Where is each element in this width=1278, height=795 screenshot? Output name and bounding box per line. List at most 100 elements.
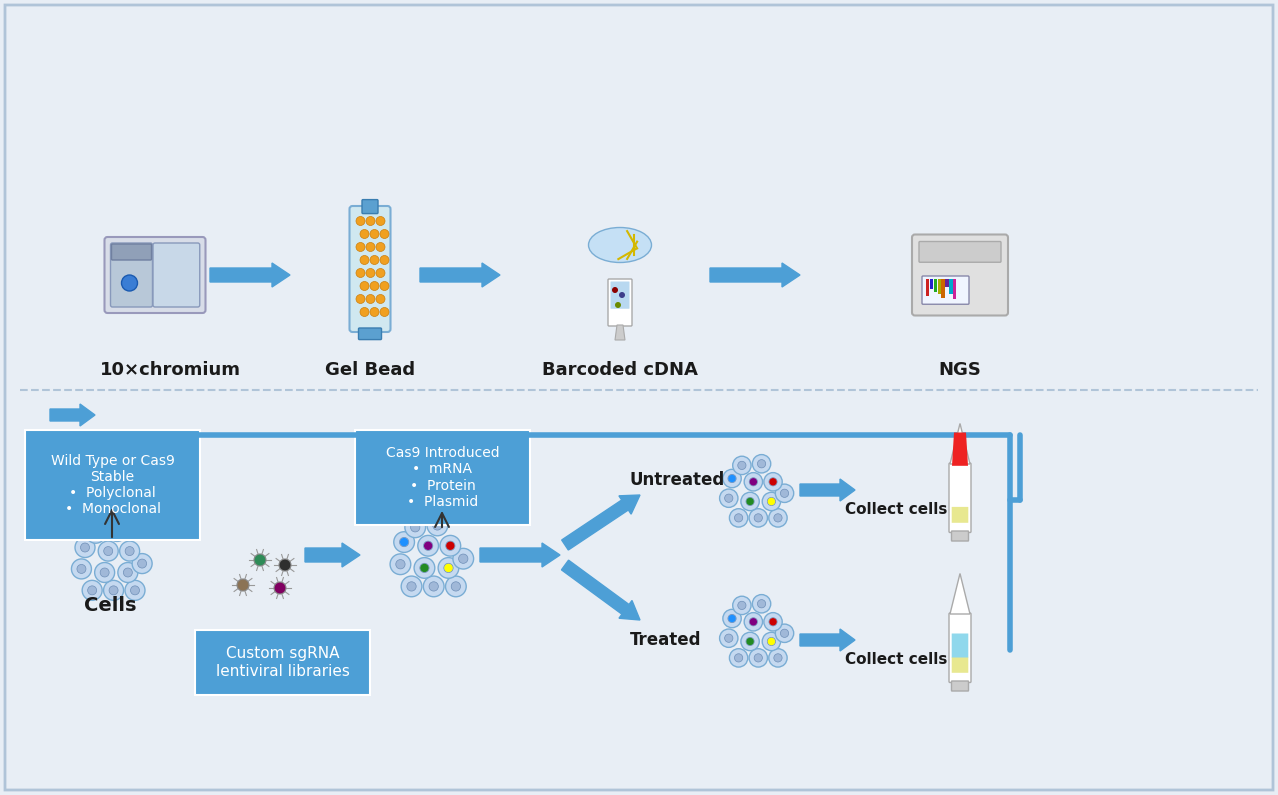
Text: Cells: Cells xyxy=(84,596,137,615)
Circle shape xyxy=(615,302,621,308)
Circle shape xyxy=(254,554,266,566)
Circle shape xyxy=(764,472,782,491)
Circle shape xyxy=(279,559,291,571)
Circle shape xyxy=(376,216,385,226)
Polygon shape xyxy=(950,424,970,464)
FancyBboxPatch shape xyxy=(952,678,967,687)
Circle shape xyxy=(360,281,369,290)
Circle shape xyxy=(619,292,625,298)
Circle shape xyxy=(366,216,374,226)
Circle shape xyxy=(400,538,408,546)
Text: Gel Bead: Gel Bead xyxy=(325,361,415,379)
Circle shape xyxy=(438,557,459,578)
Circle shape xyxy=(459,554,468,564)
Circle shape xyxy=(781,489,789,498)
Circle shape xyxy=(414,557,435,578)
Circle shape xyxy=(746,638,754,646)
Bar xyxy=(950,279,952,294)
Circle shape xyxy=(728,615,736,622)
FancyArrow shape xyxy=(210,263,290,287)
FancyBboxPatch shape xyxy=(608,279,633,326)
Circle shape xyxy=(124,568,133,577)
FancyBboxPatch shape xyxy=(349,206,391,332)
FancyBboxPatch shape xyxy=(952,657,969,673)
FancyBboxPatch shape xyxy=(611,281,630,308)
Circle shape xyxy=(754,514,763,522)
Circle shape xyxy=(749,509,768,527)
Circle shape xyxy=(107,522,127,541)
Circle shape xyxy=(109,586,118,595)
Circle shape xyxy=(82,580,102,600)
FancyBboxPatch shape xyxy=(952,634,969,657)
Circle shape xyxy=(728,475,736,483)
Circle shape xyxy=(758,460,766,468)
Text: Custom sgRNA
lentiviral libraries: Custom sgRNA lentiviral libraries xyxy=(216,646,349,679)
Bar xyxy=(927,279,929,296)
Circle shape xyxy=(446,541,455,550)
Circle shape xyxy=(98,541,118,561)
Circle shape xyxy=(758,599,766,608)
Circle shape xyxy=(735,514,743,522)
FancyBboxPatch shape xyxy=(912,235,1008,316)
FancyBboxPatch shape xyxy=(952,630,967,654)
Circle shape xyxy=(735,653,743,662)
Circle shape xyxy=(419,564,429,572)
FancyArrow shape xyxy=(800,629,855,651)
Circle shape xyxy=(753,455,771,473)
Circle shape xyxy=(769,618,777,626)
Circle shape xyxy=(728,475,736,483)
Circle shape xyxy=(769,618,777,626)
Circle shape xyxy=(380,230,389,238)
Circle shape xyxy=(781,629,789,638)
Circle shape xyxy=(405,517,426,537)
Circle shape xyxy=(440,535,460,556)
FancyBboxPatch shape xyxy=(950,463,971,533)
Circle shape xyxy=(744,613,763,631)
Circle shape xyxy=(91,529,100,537)
Circle shape xyxy=(357,294,366,304)
Circle shape xyxy=(95,563,115,583)
Circle shape xyxy=(452,549,474,569)
Circle shape xyxy=(418,535,438,556)
Circle shape xyxy=(427,515,447,536)
Circle shape xyxy=(424,541,432,550)
Bar xyxy=(930,279,933,289)
Circle shape xyxy=(121,275,138,291)
Text: Barcoded cDNA: Barcoded cDNA xyxy=(542,361,698,379)
Circle shape xyxy=(380,255,389,265)
FancyArrow shape xyxy=(800,479,855,501)
FancyArrow shape xyxy=(561,560,640,620)
Circle shape xyxy=(132,553,152,573)
Circle shape xyxy=(120,541,139,561)
Circle shape xyxy=(371,230,380,238)
Circle shape xyxy=(723,609,741,628)
Circle shape xyxy=(366,269,374,277)
Circle shape xyxy=(776,484,794,502)
Circle shape xyxy=(750,478,757,486)
FancyBboxPatch shape xyxy=(950,617,970,680)
Circle shape xyxy=(371,255,380,265)
FancyBboxPatch shape xyxy=(196,630,371,695)
Bar xyxy=(938,279,941,294)
Circle shape xyxy=(445,564,452,572)
FancyBboxPatch shape xyxy=(355,430,530,525)
Circle shape xyxy=(371,308,380,316)
Circle shape xyxy=(732,596,751,615)
Circle shape xyxy=(380,308,389,316)
Circle shape xyxy=(720,629,737,647)
Circle shape xyxy=(741,632,759,650)
Circle shape xyxy=(376,242,385,251)
FancyBboxPatch shape xyxy=(952,507,969,523)
Circle shape xyxy=(400,537,409,547)
Circle shape xyxy=(75,537,95,557)
Circle shape xyxy=(394,532,414,553)
Circle shape xyxy=(100,568,109,577)
Circle shape xyxy=(81,543,89,552)
Circle shape xyxy=(423,541,433,550)
Circle shape xyxy=(125,580,144,600)
FancyBboxPatch shape xyxy=(110,243,152,307)
Circle shape xyxy=(753,595,771,613)
Bar xyxy=(942,279,944,298)
Text: Treated: Treated xyxy=(630,631,702,649)
Circle shape xyxy=(357,269,366,277)
